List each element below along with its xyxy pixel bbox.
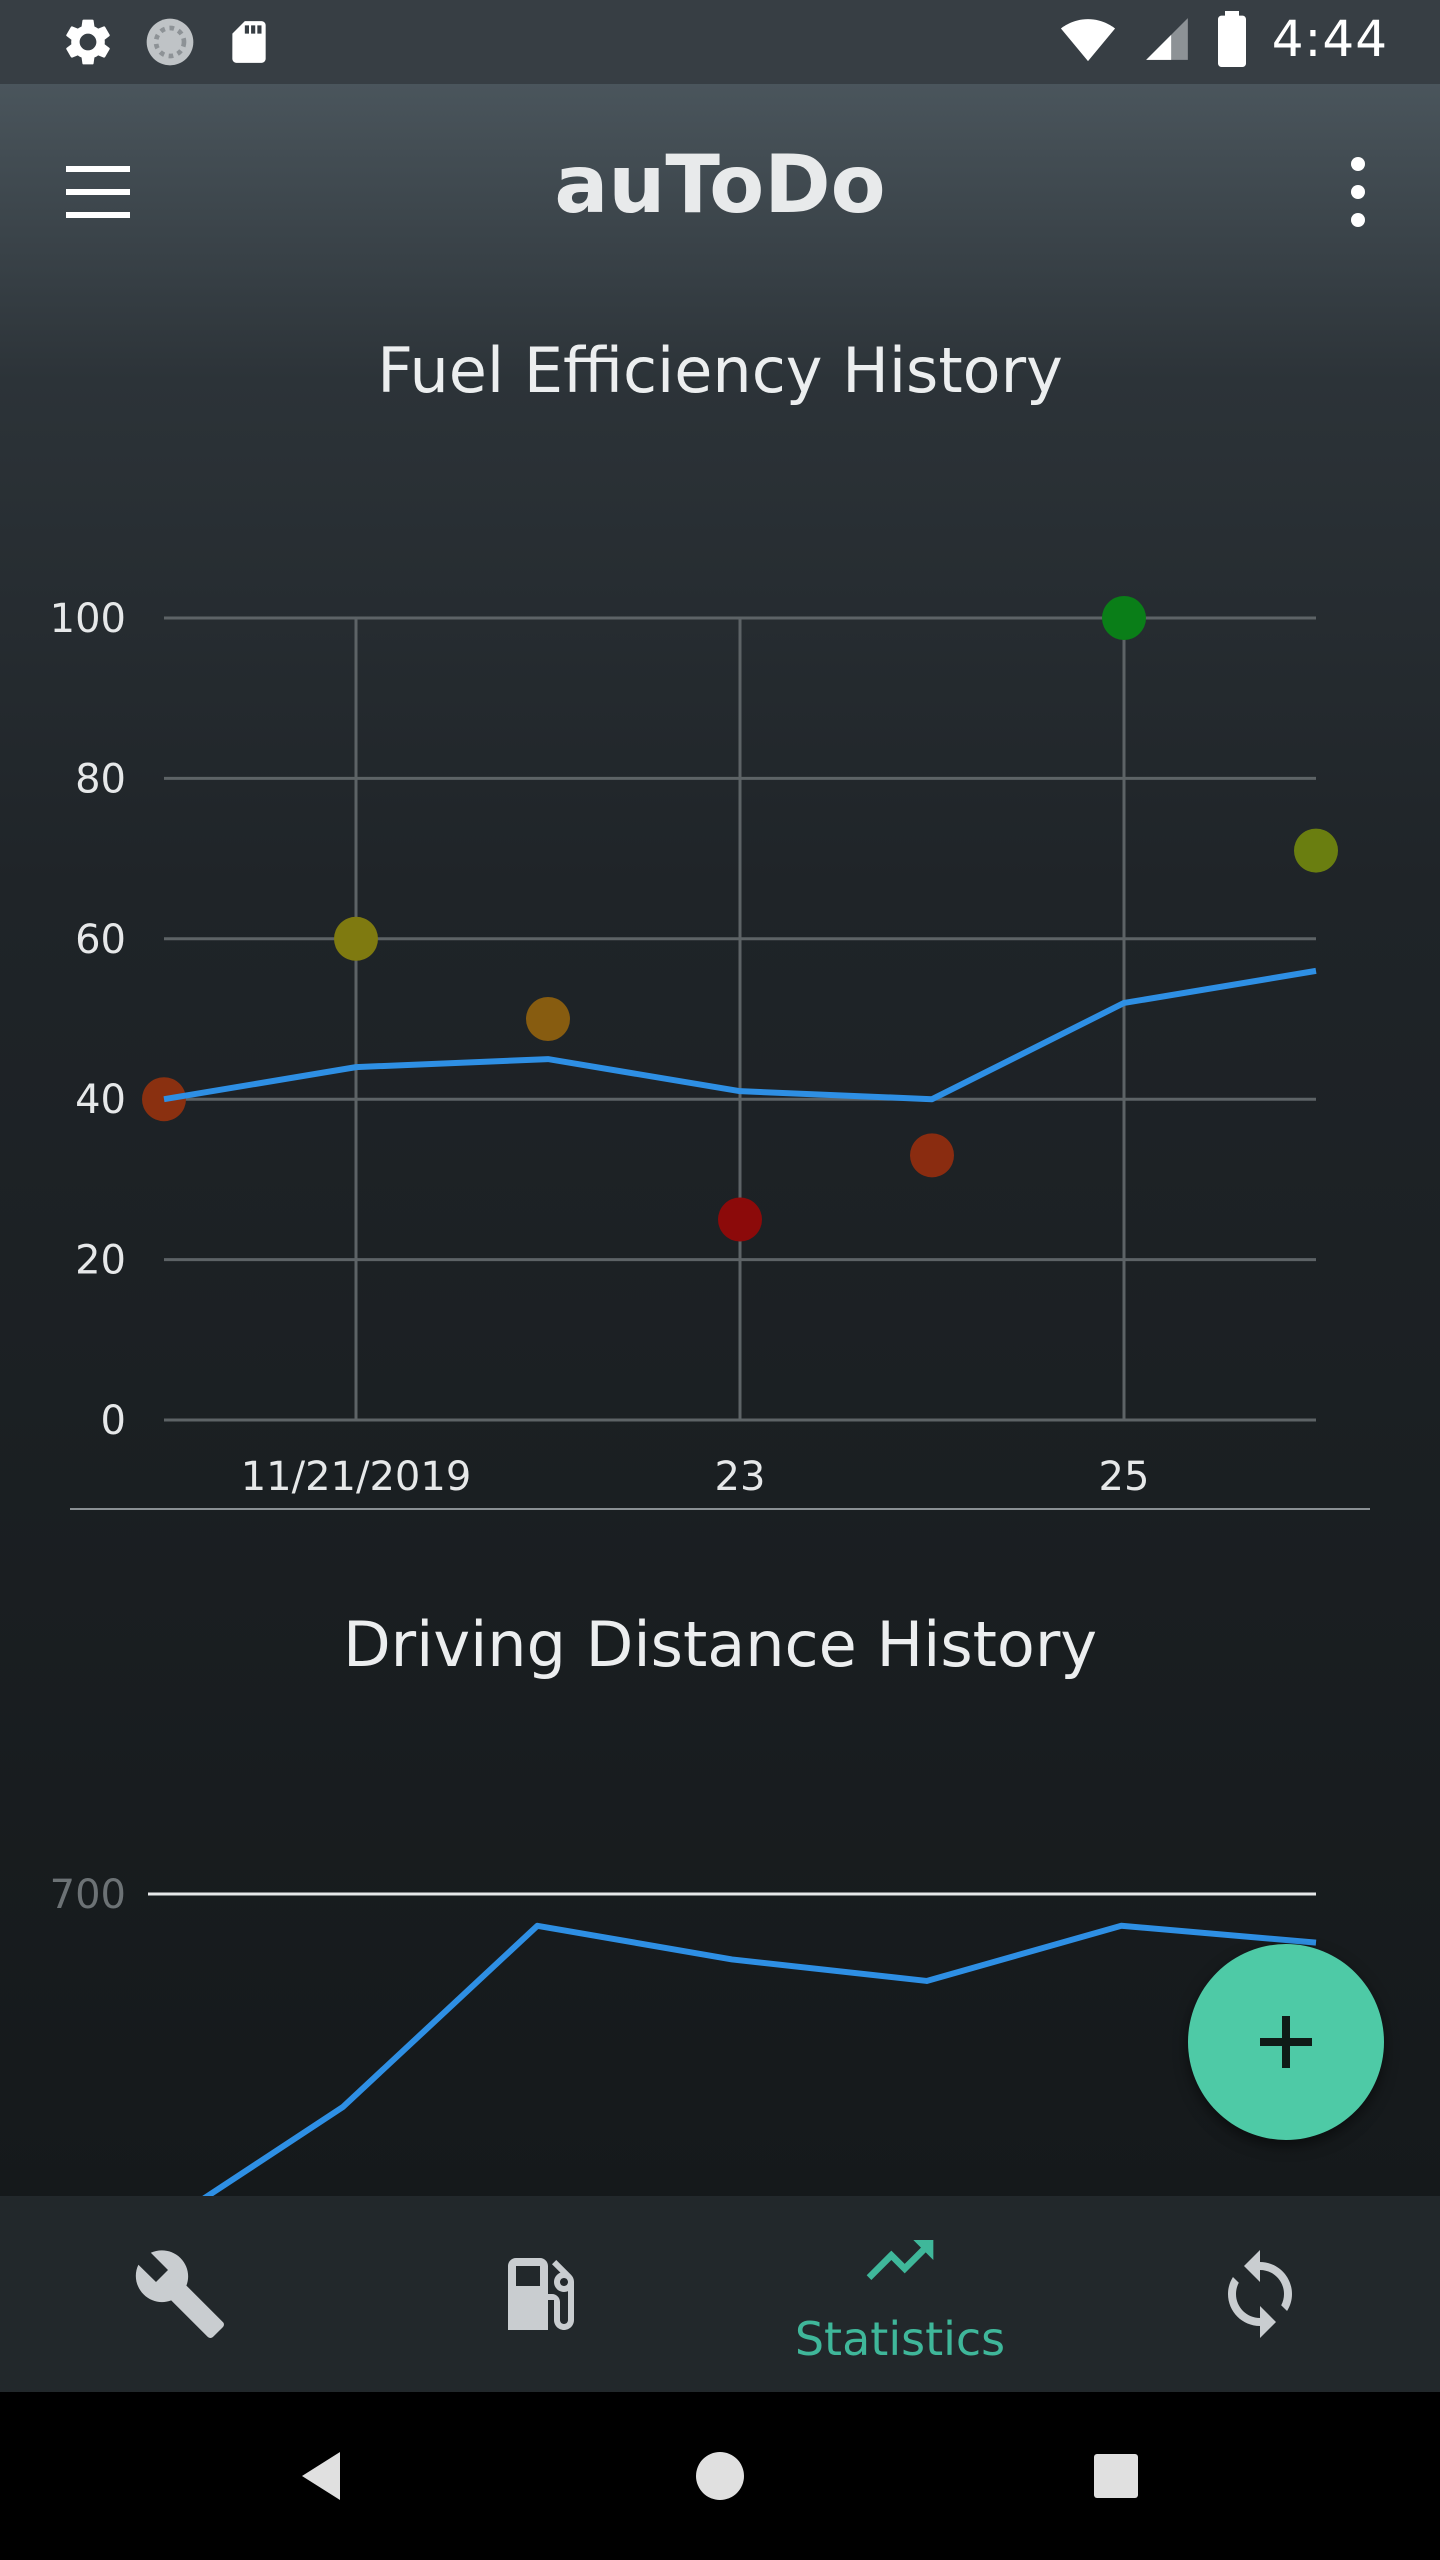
distance-chart-line [202, 1922, 1317, 2196]
hamburger-menu-icon [66, 166, 130, 218]
recents-icon[interactable] [1082, 2442, 1150, 2510]
back-icon[interactable] [290, 2442, 358, 2510]
more-vert-icon [1351, 157, 1365, 227]
data-point [1102, 596, 1146, 640]
y-tick-label: 20 [75, 1238, 126, 1284]
distance-line [202, 1922, 1317, 2196]
y-tick-label: 0 [101, 1398, 126, 1444]
status-bar: 4:44 [0, 0, 1440, 84]
trending-up-icon [866, 2240, 934, 2280]
menu-button[interactable] [50, 144, 146, 240]
home-icon[interactable] [686, 2442, 754, 2510]
fuel-chart-grid [164, 616, 1316, 1422]
distance-chart-title: Driving Distance History [342, 1608, 1098, 1681]
sync-icon [1228, 2250, 1292, 2338]
system-navigation-bar [0, 2392, 1440, 2560]
nav-sync[interactable] [1080, 2196, 1440, 2392]
wifi-icon [1060, 19, 1115, 62]
x-tick-label: 25 [1099, 1454, 1150, 1500]
fuel-chart-y-axis: 0 20 40 60 80 100 [50, 596, 126, 1444]
section-divider [70, 1508, 1370, 1510]
battery-icon [1217, 11, 1246, 67]
signal-icon [1145, 18, 1188, 60]
driving-distance-chart: 700 [50, 1872, 1317, 2196]
distance-chart-y-axis: 700 [50, 1872, 126, 1918]
nav-fuel[interactable] [360, 2196, 720, 2392]
fuel-chart-title: Fuel Efficiency History [377, 334, 1063, 407]
data-point [718, 1197, 762, 1242]
nav-statistics-label: Statistics [794, 2312, 1006, 2366]
y-tick-label: 100 [50, 596, 126, 642]
fuel-pump-icon [508, 2258, 574, 2330]
y-tick-label: 80 [75, 756, 126, 802]
add-button[interactable] [1188, 1944, 1384, 2140]
app-title: auToDo [554, 138, 886, 231]
status-time: 4:44 [1271, 10, 1388, 68]
wrench-icon [135, 2250, 224, 2338]
nav-statistics[interactable]: Statistics [720, 2196, 1080, 2392]
data-point [1294, 828, 1338, 873]
data-point [526, 997, 570, 1041]
sd-card-icon [232, 21, 266, 63]
y-tick-label: 60 [75, 917, 126, 963]
loading-icon [146, 18, 194, 66]
data-point [334, 916, 378, 961]
fuel-efficiency-chart: 0 20 40 60 80 100 11/21/2019 23 25 [50, 596, 1338, 1500]
bottom-navigation: Statistics [0, 2196, 1440, 2392]
more-options-button[interactable] [1310, 144, 1406, 240]
trend-line [163, 967, 1317, 1103]
x-tick-label: 11/21/2019 [241, 1454, 472, 1500]
data-point [910, 1133, 954, 1178]
plus-icon [1260, 2016, 1312, 2068]
app-content: auToDo Fuel Efficiency History 0 20 40 60 80… [0, 84, 1440, 2196]
gear-icon [66, 19, 110, 65]
fuel-chart-line [163, 967, 1317, 1103]
y-tick-label: 40 [75, 1077, 126, 1123]
nav-maintenance[interactable] [0, 2196, 360, 2392]
app-bar: auToDo [0, 84, 1440, 284]
fuel-chart-x-axis: 11/21/2019 23 25 [241, 1454, 1150, 1500]
x-tick-label: 23 [715, 1454, 766, 1500]
y-tick-label: 700 [50, 1872, 126, 1918]
